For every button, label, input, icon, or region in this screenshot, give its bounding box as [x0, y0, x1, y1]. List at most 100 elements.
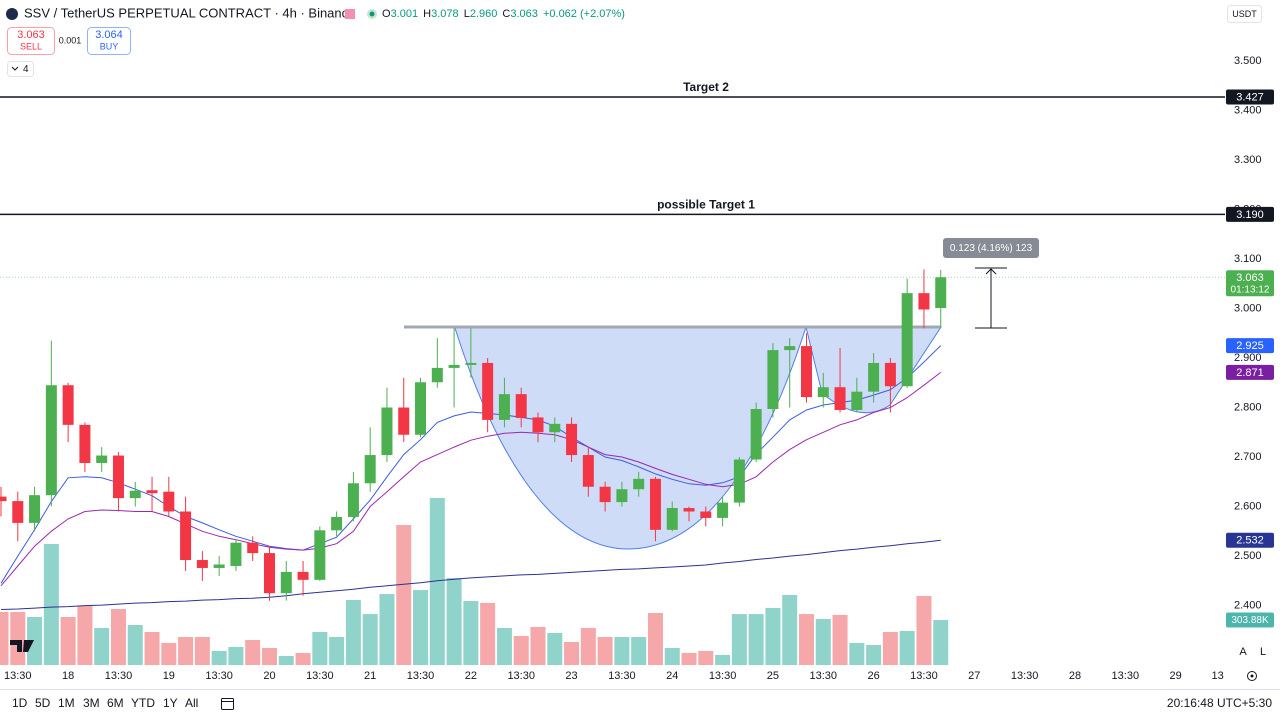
candle-body [616, 489, 628, 503]
ohlc-key: H [423, 8, 431, 20]
candle-body [0, 496, 7, 502]
volume-bar [43, 543, 59, 665]
range-button[interactable]: 5D [35, 696, 51, 710]
buy-button[interactable] [87, 27, 131, 55]
x-tick-label: 21 [364, 670, 376, 682]
x-tick-label: 13:30 [407, 670, 435, 682]
ma-badge-label: 2.532 [1236, 535, 1264, 547]
volume-bar [664, 647, 680, 665]
candle-layer [0, 269, 947, 601]
target-label: possible Target 1 [657, 198, 755, 212]
buy-label: BUY [100, 41, 119, 51]
logo[interactable] [10, 640, 34, 652]
range-button[interactable]: 6M [107, 696, 124, 710]
volume-bar [211, 650, 227, 665]
flag-icon[interactable] [345, 9, 355, 19]
volume-bar [94, 627, 110, 665]
range-button[interactable]: 1D [12, 696, 28, 710]
volume-bar [530, 626, 546, 665]
volume-bar [748, 614, 764, 665]
change: +0.062 (+2.07%) [543, 8, 625, 20]
log-scale[interactable]: L [1260, 646, 1266, 658]
volume-bar [77, 606, 93, 665]
spread: 0.001 [59, 35, 82, 45]
ohlc-value: 3.001 [391, 8, 419, 20]
x-tick-label: 13:30 [608, 670, 636, 682]
currency-button[interactable] [1227, 5, 1262, 23]
volume-bar [262, 647, 277, 665]
candle-body [146, 490, 158, 494]
measure-label: 0.123 (4.16%) 123 [950, 243, 1033, 254]
x-tick-label: 13:30 [1112, 670, 1140, 682]
header: SSV / TetherUS PERPETUAL CONTRACT · 4h ·… [6, 5, 1262, 77]
volume-bar [899, 630, 915, 665]
volume-bar [60, 617, 76, 665]
ohlc-key: L [464, 8, 470, 20]
range-button[interactable]: 1M [58, 696, 75, 710]
candle-body [381, 407, 393, 456]
volume-bar [597, 637, 613, 665]
range-button[interactable]: 3M [83, 696, 100, 710]
sell-button[interactable] [7, 27, 55, 55]
candle-body [482, 362, 494, 420]
volume-bar [345, 599, 361, 665]
candle-body [935, 277, 947, 308]
symbol-title[interactable]: SSV / TetherUS PERPETUAL CONTRACT · 4h ·… [24, 5, 355, 20]
volume-bar [580, 627, 596, 665]
last-price-label: 3.063 [1236, 272, 1264, 284]
volume-bar [547, 633, 563, 665]
volume-bar [882, 631, 898, 665]
y-tick-label: 3.500 [1234, 55, 1262, 67]
volume-bar [329, 637, 345, 665]
settings-icon[interactable] [1247, 671, 1257, 681]
y-tick-label: 3.400 [1234, 104, 1262, 116]
volume-bar [295, 653, 311, 665]
x-tick-label: 18 [62, 670, 74, 682]
volume-bar [715, 654, 731, 665]
x-tick-label: 13:30 [507, 670, 535, 682]
price-badge [1226, 89, 1274, 105]
volume-bar [647, 613, 663, 665]
candle-body [700, 511, 712, 518]
candle-body [582, 455, 594, 487]
ma-layer [0, 345, 942, 610]
x-tick-label: 20 [263, 670, 275, 682]
auto-scale[interactable]: A [1239, 646, 1247, 658]
candle-body [264, 553, 275, 594]
range-button[interactable]: 1Y [163, 696, 178, 710]
x-tick-label: 25 [767, 670, 779, 682]
candle-body [112, 455, 124, 499]
bottom-toolbar: 1D 5D 1M 3M 6M YTD 1Y All 20:16:48 UTC+5… [12, 696, 1272, 710]
volume-bar [144, 631, 160, 665]
volume-bar [782, 594, 798, 665]
candle-body [196, 560, 208, 568]
y-tick-label: 2.400 [1234, 599, 1262, 611]
volume-bar [698, 650, 714, 665]
candle-body [784, 346, 796, 351]
x-tick-label: 13:30 [105, 670, 133, 682]
volume-bar [916, 595, 932, 665]
y-tick-label: 3.100 [1234, 253, 1262, 265]
clock[interactable]: 20:16:48 UTC+5:30 [1167, 696, 1272, 710]
candle-body [666, 508, 678, 530]
x-tick-label: 28 [1069, 670, 1081, 682]
ma-line [0, 372, 942, 587]
range-button[interactable]: All [185, 696, 198, 710]
price-badge [1226, 206, 1274, 222]
range-button[interactable]: YTD [131, 696, 155, 710]
volume-bar [161, 642, 177, 665]
y-tick-label: 2.900 [1234, 352, 1262, 364]
calendar-icon[interactable] [221, 698, 234, 710]
candle-body [566, 423, 578, 456]
volume-bar [480, 602, 496, 665]
volume-bar [178, 637, 194, 665]
target-label: Target 2 [683, 80, 729, 94]
measure-tool[interactable]: 0.123 (4.16%) 123 [943, 238, 1039, 329]
x-tick-label: 13:30 [4, 670, 32, 682]
candle-body [649, 478, 661, 530]
ohlc-key: C [502, 8, 510, 20]
cup-shape[interactable] [454, 325, 942, 550]
candle-body [901, 293, 913, 387]
buy-price: 3.064 [95, 29, 123, 41]
indicators-toggle[interactable] [7, 61, 34, 77]
